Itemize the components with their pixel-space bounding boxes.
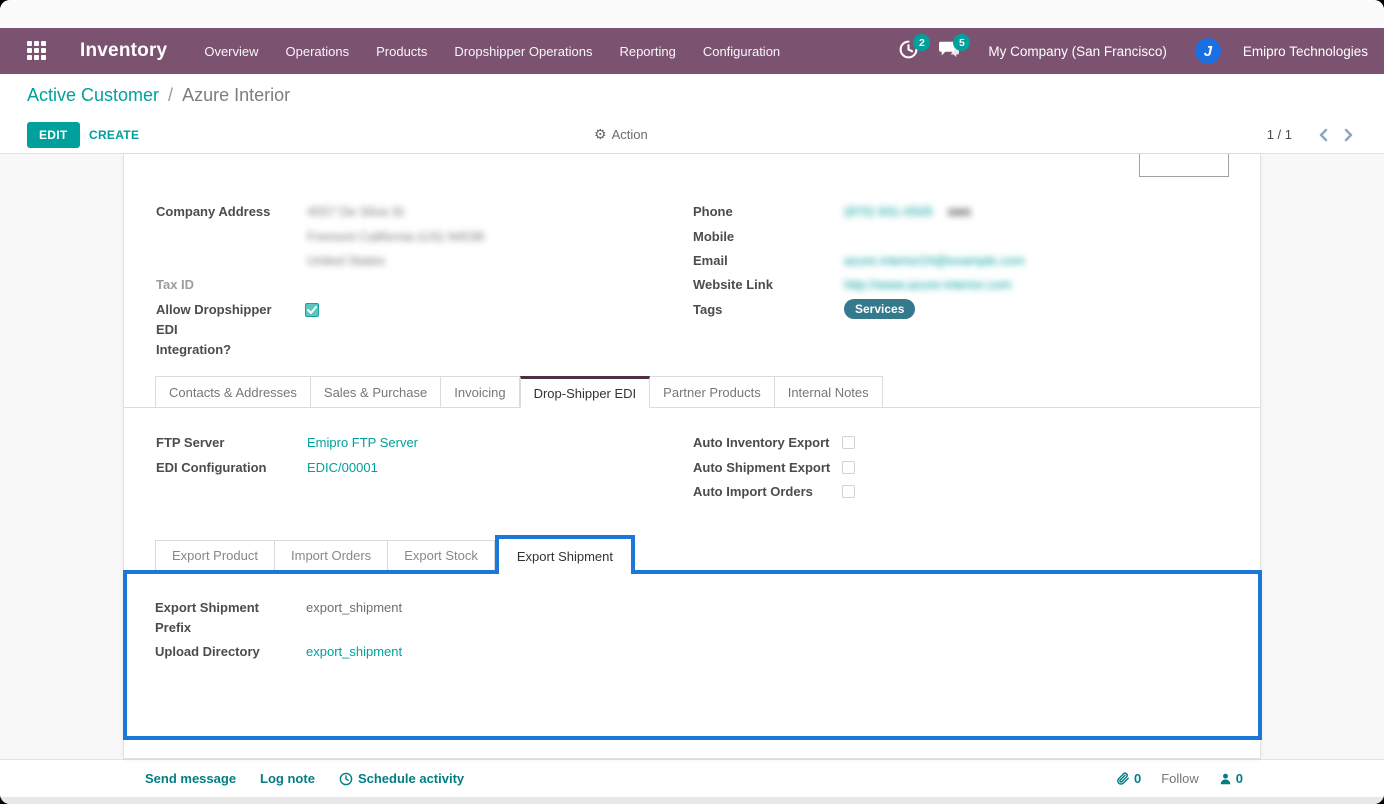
- edi-configuration-label: EDI Configuration: [156, 460, 267, 475]
- auto-import-orders-checkbox[interactable]: [842, 485, 855, 498]
- ftp-server-value[interactable]: Emipro FTP Server: [307, 435, 419, 450]
- action-menu[interactable]: ⚙ Action: [594, 126, 648, 143]
- phone-sms-button[interactable]: SMS: [947, 207, 972, 219]
- company-address-label: Company Address: [156, 204, 271, 219]
- action-menu-label: Action: [611, 127, 648, 142]
- form-view-background: Company Address 4557 De Silva St Fremont…: [0, 154, 1384, 759]
- control-panel: EDIT CREATE ⚙ Action 1 / 1: [0, 116, 1384, 154]
- nav-item-products[interactable]: Products: [376, 43, 428, 59]
- company-image-box[interactable]: [1139, 154, 1229, 177]
- edi-integration-checkbox[interactable]: [305, 303, 319, 317]
- breadcrumb-current: Azure Interior: [182, 84, 291, 105]
- messages-button[interactable]: 5: [938, 34, 971, 63]
- person-icon: [1220, 773, 1231, 784]
- messages-badge: 5: [953, 34, 971, 51]
- edi-subtabs: Export Product Import Orders Export Stoc…: [155, 535, 635, 574]
- clock-icon: [339, 772, 353, 785]
- ftp-server-label: FTP Server: [156, 435, 225, 450]
- notebook-tabs: Contacts & Addresses Sales & Purchase In…: [124, 376, 1260, 408]
- tags-label: Tags: [693, 302, 723, 317]
- tab-contacts-addresses[interactable]: Contacts & Addresses: [155, 376, 311, 408]
- main-navbar: Inventory Overview Operations Products D…: [0, 28, 1384, 74]
- form-sheet: Company Address 4557 De Silva St Fremont…: [123, 154, 1262, 759]
- followers-button[interactable]: 0: [1219, 771, 1243, 786]
- paperclip-icon: [1117, 772, 1129, 785]
- tab-internal-notes[interactable]: Internal Notes: [774, 376, 883, 408]
- attachments-button[interactable]: 0: [1116, 771, 1141, 786]
- breadcrumb-parent[interactable]: Active Customer: [27, 84, 160, 105]
- address-line-3: United States: [307, 253, 386, 268]
- subtab-export-stock[interactable]: Export Stock: [388, 540, 495, 570]
- tab-partner-products[interactable]: Partner Products: [650, 376, 775, 408]
- mobile-label: Mobile: [693, 229, 735, 244]
- chatter-actions: Send message Log note Schedule activity: [145, 771, 464, 786]
- nav-item-configuration[interactable]: Configuration: [702, 43, 781, 59]
- subtab-export-product[interactable]: Export Product: [155, 540, 275, 570]
- auto-shipment-export-label: Auto Shipment Export: [693, 460, 831, 475]
- export-shipment-prefix-value: export_shipment: [306, 600, 403, 615]
- export-shipment-prefix-label: Export Shipment Prefix: [155, 600, 260, 635]
- app-title: Inventory: [80, 40, 168, 61]
- auto-import-orders-label: Auto Import Orders: [693, 484, 813, 499]
- tag-services[interactable]: Services: [844, 299, 916, 319]
- tab-sales-purchase[interactable]: Sales & Purchase: [310, 376, 442, 408]
- schedule-activity-button[interactable]: Schedule activity: [339, 771, 464, 786]
- auto-inventory-export-checkbox[interactable]: [842, 436, 855, 449]
- email-label: Email: [693, 253, 728, 268]
- company-switcher[interactable]: My Company (San Francisco): [988, 43, 1167, 59]
- pager-previous-icon[interactable]: [1318, 128, 1329, 142]
- address-line-2: Fremont California (US) 94538: [307, 229, 485, 244]
- tab-drop-shipper-edi[interactable]: Drop-Shipper EDI: [519, 376, 651, 408]
- window-bottom-strip: [0, 797, 1384, 804]
- navbar-right: 2 5 My Company (San Francisco) J Emipro …: [898, 34, 1368, 64]
- chatter-tools: 0 Follow 0: [1116, 771, 1243, 786]
- nav-item-overview[interactable]: Overview: [204, 43, 259, 59]
- breadcrumb-separator: /: [168, 84, 174, 105]
- edi-configuration-value[interactable]: EDIC/00001: [307, 460, 378, 475]
- tab-invoicing[interactable]: Invoicing: [441, 376, 520, 408]
- phone-value-wrap: (870) 931-0505 SMS: [844, 202, 971, 222]
- phone-label: Phone: [693, 204, 733, 219]
- tax-id-label: Tax ID: [156, 277, 195, 292]
- nav-menu: Overview Operations Products Dropshipper…: [204, 44, 780, 59]
- gear-icon: ⚙: [594, 126, 607, 142]
- create-button[interactable]: CREATE: [89, 127, 140, 142]
- chatter-bar: Send message Log note Schedule activity …: [0, 759, 1384, 797]
- nav-item-dropshipper-operations[interactable]: Dropshipper Operations: [454, 43, 593, 59]
- activity-clock-icon: [899, 40, 918, 59]
- pager-count: 1 / 1: [1266, 127, 1292, 142]
- nav-item-reporting[interactable]: Reporting: [619, 43, 676, 59]
- upload-directory-label: Upload Directory: [155, 644, 260, 659]
- nav-item-operations[interactable]: Operations: [285, 43, 350, 59]
- auto-shipment-export-checkbox[interactable]: [842, 461, 855, 474]
- tags-field: Services: [844, 299, 916, 319]
- send-message-button[interactable]: Send message: [145, 771, 237, 786]
- breadcrumb: Active Customer / Azure Interior: [0, 74, 1384, 116]
- follow-button[interactable]: Follow: [1161, 771, 1199, 786]
- edit-button[interactable]: EDIT: [27, 121, 80, 148]
- website-link-label: Website Link: [693, 277, 773, 292]
- activities-button[interactable]: 2: [898, 34, 931, 63]
- phone-value[interactable]: (870) 931-0505: [844, 204, 933, 219]
- address-line-1: 4557 De Silva St: [307, 204, 404, 219]
- pager: 1 / 1: [1267, 127, 1354, 142]
- upload-directory-value[interactable]: export_shipment: [306, 644, 403, 659]
- export-shipment-panel: Export Shipment Prefix export_shipment U…: [123, 570, 1262, 740]
- auto-inventory-export-label: Auto Inventory Export: [693, 435, 830, 450]
- window-top-strip: [0, 0, 1384, 28]
- user-menu[interactable]: Emipro Technologies: [1242, 43, 1368, 59]
- subtab-export-shipment[interactable]: Export Shipment: [494, 535, 635, 574]
- edi-integration-label: Allow Dropshipper EDI Integration?: [156, 302, 272, 357]
- check-icon: [307, 306, 317, 314]
- log-note-button[interactable]: Log note: [260, 771, 315, 786]
- email-value[interactable]: azure.interior24@example.com: [844, 253, 1025, 268]
- subtab-import-orders[interactable]: Import Orders: [275, 540, 389, 570]
- user-avatar[interactable]: J: [1194, 38, 1221, 64]
- pager-next-icon[interactable]: [1343, 128, 1354, 142]
- website-link-value[interactable]: http://www.azure-interior.com: [844, 277, 1012, 292]
- apps-grid-icon[interactable]: [27, 41, 47, 61]
- activity-badge: 2: [913, 34, 931, 51]
